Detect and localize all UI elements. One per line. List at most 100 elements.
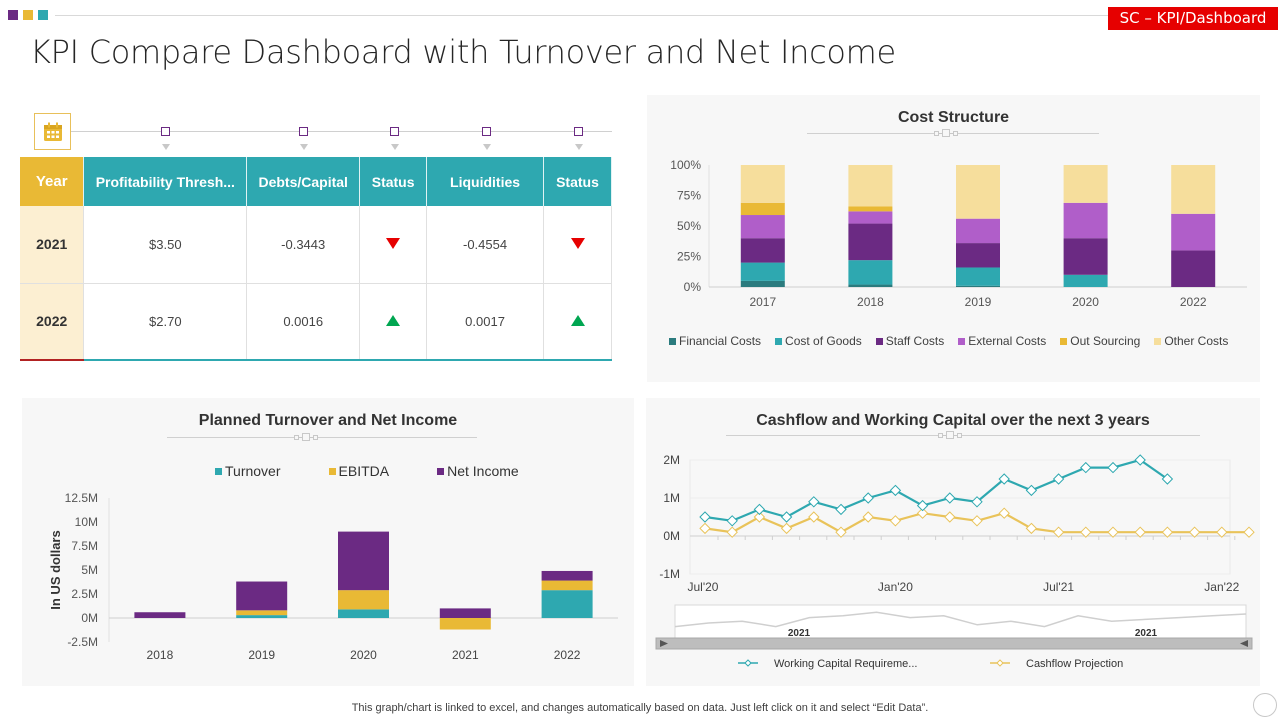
bar-segment (338, 609, 389, 618)
legend-item[interactable]: Net Income (437, 463, 519, 479)
data-point-marker (1107, 526, 1119, 538)
column-marker (390, 127, 399, 136)
data-point-marker (971, 515, 983, 527)
header-divider (55, 15, 1115, 16)
legend-label: EBITDA (338, 463, 390, 479)
legend-item[interactable]: External Costs (958, 334, 1046, 348)
bar-segment (848, 260, 893, 285)
cashflow-panel[interactable]: Cashflow and Working Capital over the ne… (646, 398, 1260, 686)
corner-circle-icon (1253, 693, 1277, 717)
x-tick-label: 2022 (554, 648, 581, 662)
y-tick-label: 100% (670, 158, 701, 172)
navigator-line (674, 611, 1247, 628)
legend-item[interactable]: Staff Costs (875, 334, 944, 348)
title-divider (167, 437, 477, 438)
legend-swatch (215, 467, 222, 475)
bar-segment (848, 284, 893, 287)
marker-arrow-icon (162, 144, 170, 150)
bar-segment (1063, 274, 1108, 287)
bar-segment (439, 608, 491, 618)
navigator-label: 2021 (788, 628, 811, 639)
chart-title: Cost Structure (897, 109, 1010, 126)
column-marker (574, 127, 583, 136)
data-point-marker (889, 484, 902, 497)
cell-liquidities: 0.0017 (426, 283, 544, 361)
chart-title: Cashflow and Working Capital over the ne… (756, 412, 1150, 429)
data-point-marker (1134, 454, 1146, 466)
data-point-marker (1188, 526, 1201, 538)
data-point-marker (835, 503, 847, 516)
legend-item[interactable]: Other Costs (1154, 334, 1228, 348)
data-point-marker (1134, 526, 1146, 538)
legend-label: Financial Costs (679, 334, 762, 348)
bar-segment (338, 590, 389, 610)
data-point-marker (780, 522, 793, 535)
cost-structure-chart[interactable]: 0% 25% 50% 75% 100% 2017 2018 2019 2020 2022 (647, 150, 1260, 375)
planned-turnover-chart[interactable]: -2.5M 0M 2.5M 5M 7.5M 10M 12.5M In US dollars 20… (22, 486, 634, 686)
cell-status (543, 206, 612, 284)
footer-note: This graph/chart is linked to excel, and… (351, 702, 929, 714)
column-header-profitability: Profitability Thresh... (83, 157, 248, 206)
data-point-marker (1080, 461, 1092, 474)
y-axis-label: In US dollars (48, 530, 63, 609)
legend-item[interactable]: Financial Costs (669, 334, 761, 348)
column-marker (482, 127, 491, 136)
navigator-scrollbar[interactable] (655, 637, 1253, 650)
title-ornament (294, 433, 318, 441)
chart-title: Planned Turnover and Net Income (198, 412, 458, 429)
column-header-status: Status (359, 157, 428, 206)
bar-segment (541, 570, 593, 581)
marker-arrow-icon (575, 144, 583, 150)
data-point-marker (780, 511, 793, 523)
legend-label: Net Income (447, 463, 519, 479)
data-point-marker (1052, 526, 1065, 538)
data-point-marker (699, 522, 711, 535)
bar-segment (740, 165, 785, 203)
data-point-marker (889, 515, 902, 527)
data-point-marker (808, 496, 820, 508)
status-down-icon (570, 237, 585, 249)
planned-turnover-panel[interactable]: Planned Turnover and Net Income Turnover… (22, 398, 634, 686)
cell-status (359, 206, 428, 284)
table-row: 2022 $2.70 0.0016 0.0017 (20, 283, 612, 361)
scroll-left-handle-icon[interactable] (660, 640, 668, 647)
cell-status (359, 283, 428, 361)
bar-segment (1171, 213, 1216, 251)
title-ornament (938, 431, 962, 439)
legend-item[interactable]: Out Sourcing (1060, 334, 1140, 348)
status-up-icon (386, 314, 401, 326)
legend-item[interactable]: Cost of Goods (775, 334, 862, 348)
legend-swatch (437, 467, 445, 475)
legend-marker (744, 659, 752, 667)
title-divider (726, 435, 1200, 436)
y-tick-label: 0M (81, 611, 98, 625)
legend-marker (996, 659, 1004, 667)
legend-item[interactable]: EBITDA (328, 463, 390, 479)
cell-status (543, 283, 612, 361)
legend-item[interactable]: Turnover (215, 463, 281, 479)
data-point-marker (808, 511, 820, 523)
cost-structure-panel[interactable]: Cost Structure 0% 25% 50% 75% 100% 2017 2018 20… (647, 95, 1260, 382)
legend-label: Working Capital Requireme... (774, 658, 917, 670)
x-tick-label: 2020 (1072, 295, 1099, 309)
bar-segment (439, 618, 491, 630)
data-point-marker (1025, 484, 1038, 497)
table-row: 2021 $3.50 -0.3443 -0.4554 (20, 206, 612, 284)
data-point-marker (916, 499, 929, 512)
y-tick-label: 0M (663, 529, 680, 543)
y-tick-label: 12.5M (65, 491, 98, 505)
cashflow-chart[interactable]: -1M 0M 1M 2M Jul'20 Jan'20 Jul'21 Jan'22 2021 202… (646, 398, 1260, 686)
x-tick-label: 2017 (749, 295, 776, 309)
status-up-icon (570, 314, 585, 326)
series-line (704, 458, 1169, 522)
y-tick-label: 5M (81, 563, 98, 577)
cell-debts-capital: -0.3443 (246, 206, 361, 284)
data-point-marker (998, 473, 1010, 485)
plot-area (689, 459, 1231, 575)
scroll-right-handle-icon[interactable] (1240, 640, 1248, 647)
bar-segment (1063, 165, 1108, 203)
data-point-marker (1107, 461, 1119, 474)
bar-segment (541, 590, 593, 618)
bar-segment (236, 615, 288, 618)
navigator-area (674, 604, 1247, 639)
